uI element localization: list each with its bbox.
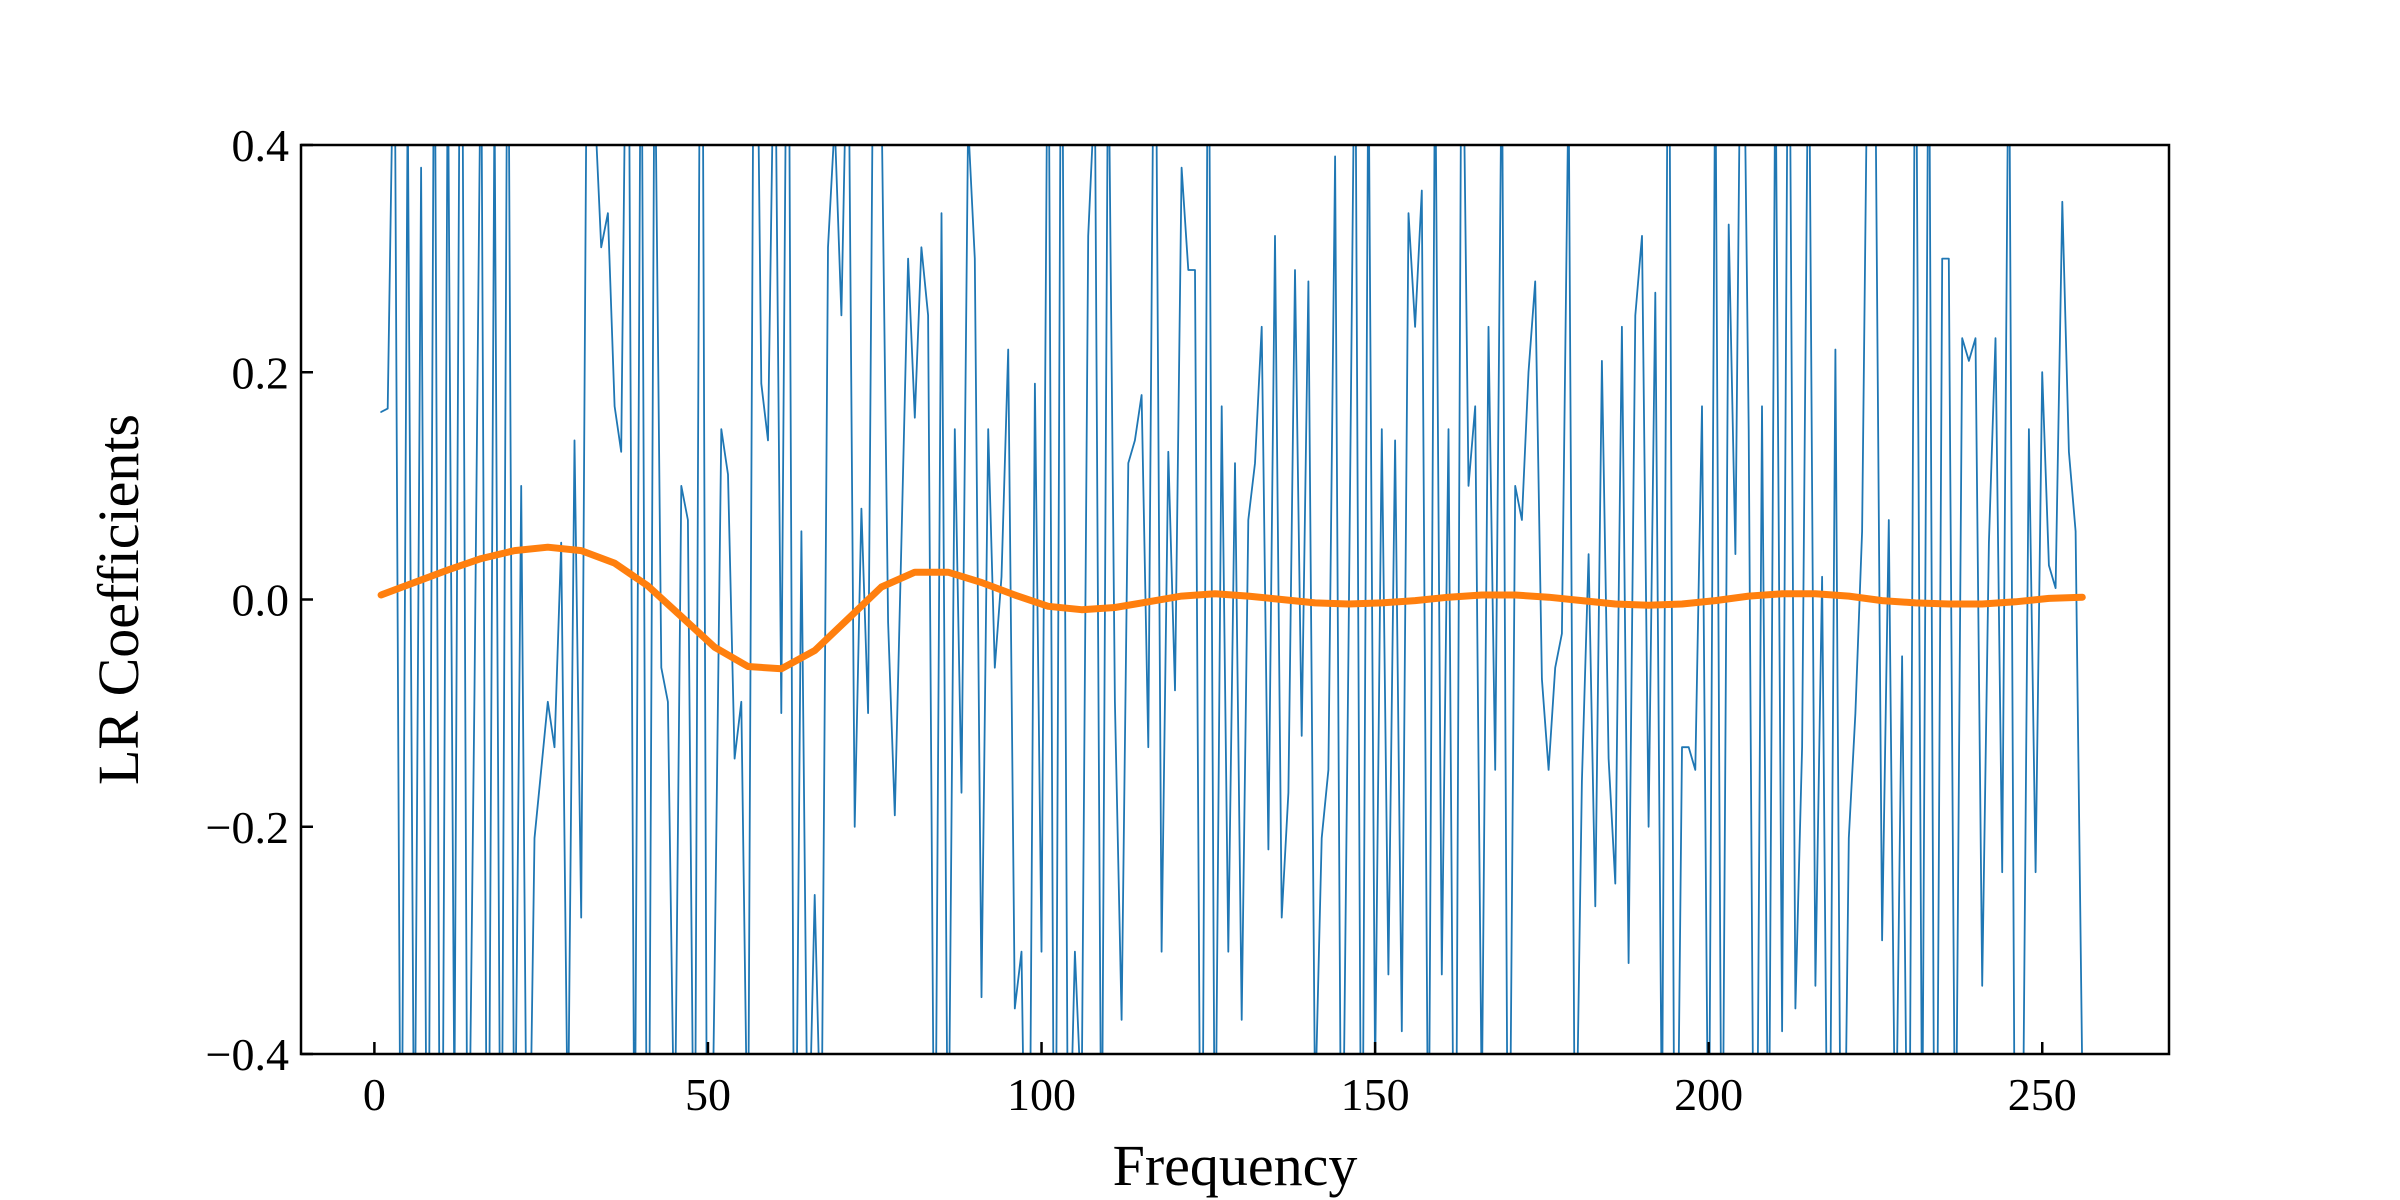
y-tick-label: 0.0 [232,575,290,626]
y-axis-label: LR Coefficients [86,414,151,785]
x-tick-label: 100 [1007,1069,1076,1120]
smoothed-series-line [377,543,2086,673]
x-tick-label: 150 [1341,1069,1410,1120]
x-tick-label: 200 [1674,1069,1743,1120]
coefficient-series-line [380,145,2083,1054]
y-tick-label: 0.4 [232,120,290,171]
series-layer [377,145,2086,1054]
x-axis-label: Frequency [1113,1133,1358,1198]
x-tick-label: 250 [2008,1069,2077,1120]
x-tick-label: 0 [363,1069,386,1120]
x-tick-label: 50 [685,1069,731,1120]
y-tick-label: 0.2 [232,347,290,398]
y-tick-label: −0.2 [206,802,289,853]
ticks-layer: 0 50 100 150 200 250 −0.4 −0.2 0.0 0.2 0.4 [206,120,2077,1120]
y-tick-label: −0.4 [206,1029,289,1080]
